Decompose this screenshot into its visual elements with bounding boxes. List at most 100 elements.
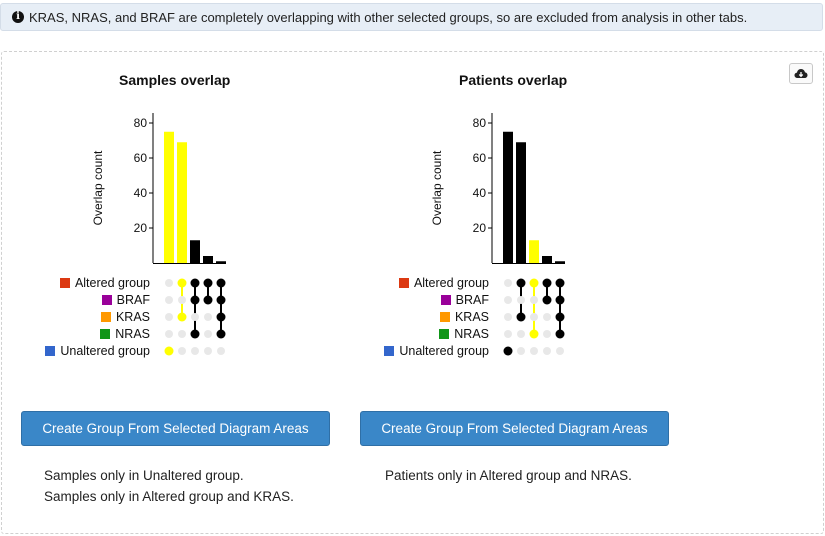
bar xyxy=(203,256,213,263)
cloud-download-icon xyxy=(794,69,808,78)
set-dot-active xyxy=(216,278,226,288)
bar xyxy=(503,131,513,263)
set-dot-active xyxy=(555,329,565,339)
set-label: Unaltered group xyxy=(399,344,489,358)
selection-line: Samples only in Unaltered group. xyxy=(44,468,244,483)
y-tick-label: 20 xyxy=(473,221,487,235)
set-dot-active xyxy=(190,278,200,288)
set-dot-inactive xyxy=(165,313,173,321)
selection-summary-patients: Patients only in Altered group and NRAS. xyxy=(385,465,632,486)
bar xyxy=(164,131,174,263)
set-dot-inactive xyxy=(178,347,186,355)
set-dot-active xyxy=(164,346,174,356)
set-label-row: Unaltered group xyxy=(30,343,150,359)
set-label: BRAF xyxy=(116,293,150,307)
info-banner-text: KRAS, NRAS, and BRAF are completely over… xyxy=(29,9,748,25)
set-color-swatch xyxy=(384,346,395,356)
set-dot-inactive xyxy=(517,296,525,304)
selection-line: Samples only in Altered group and KRAS. xyxy=(44,489,294,504)
set-dot-inactive xyxy=(504,279,512,287)
set-dot-active xyxy=(177,278,187,288)
set-label-row: KRAS xyxy=(369,309,489,325)
set-dot-active xyxy=(177,312,187,322)
set-label-row: BRAF xyxy=(30,292,150,308)
y-tick-label: 20 xyxy=(134,221,148,235)
set-label-row: BRAF xyxy=(369,292,489,308)
bar xyxy=(177,142,187,263)
set-dot-inactive xyxy=(504,296,512,304)
set-label-row: Altered group xyxy=(369,275,489,291)
bar xyxy=(516,142,526,263)
set-dot-inactive xyxy=(530,347,538,355)
chart-title-patients: Patients overlap xyxy=(459,72,568,88)
set-dot-inactive xyxy=(178,330,186,338)
set-dot-active xyxy=(216,329,226,339)
set-dot-active xyxy=(216,295,226,305)
download-button[interactable] xyxy=(789,63,813,84)
set-dot-inactive xyxy=(217,347,225,355)
y-tick-label: 40 xyxy=(134,186,148,200)
set-label-row: Altered group xyxy=(30,275,150,291)
set-dot-inactive xyxy=(543,313,551,321)
y-tick-label: 80 xyxy=(134,116,148,130)
selection-summary-samples: Samples only in Unaltered group. Samples… xyxy=(44,465,294,507)
set-color-swatch xyxy=(100,329,111,339)
set-label: NRAS xyxy=(454,327,489,341)
set-dot-inactive xyxy=(530,313,538,321)
set-dot-inactive xyxy=(165,296,173,304)
set-color-swatch xyxy=(59,278,70,288)
set-dot-inactive xyxy=(504,330,512,338)
create-group-button-patients[interactable]: Create Group From Selected Diagram Areas xyxy=(360,411,669,446)
set-dot-active xyxy=(542,278,552,288)
set-color-swatch xyxy=(45,346,56,356)
set-dot-active xyxy=(190,329,200,339)
set-dot-active xyxy=(190,295,200,305)
y-tick-label: 60 xyxy=(134,151,148,165)
set-color-swatch xyxy=(440,295,451,305)
y-tick-label: 80 xyxy=(473,116,487,130)
set-dot-active xyxy=(203,295,213,305)
set-dot-active xyxy=(555,312,565,322)
set-label: KRAS xyxy=(454,310,489,324)
set-dot-inactive xyxy=(556,347,564,355)
set-color-swatch xyxy=(398,278,409,288)
set-dot-inactive xyxy=(530,296,538,304)
y-axis-label: Overlap count xyxy=(430,150,444,225)
set-label: Altered group xyxy=(413,276,489,290)
set-dot-inactive xyxy=(517,330,525,338)
set-dot-inactive xyxy=(504,313,512,321)
bar xyxy=(190,240,200,263)
set-dot-active xyxy=(555,278,565,288)
selection-line: Patients only in Altered group and NRAS. xyxy=(385,468,632,483)
set-dot-active xyxy=(516,278,526,288)
create-group-button-samples[interactable]: Create Group From Selected Diagram Areas xyxy=(21,411,330,446)
set-label: Unaltered group xyxy=(60,344,150,358)
set-dot-inactive xyxy=(191,313,199,321)
set-label: Altered group xyxy=(74,276,150,290)
chart-title-samples: Samples overlap xyxy=(119,72,231,88)
set-dot-active xyxy=(529,329,539,339)
set-dot-active xyxy=(555,295,565,305)
set-label: NRAS xyxy=(115,327,150,341)
set-dot-inactive xyxy=(204,347,212,355)
set-color-swatch xyxy=(439,329,450,339)
y-tick-label: 60 xyxy=(473,151,487,165)
bar xyxy=(216,261,226,263)
set-dot-inactive xyxy=(165,330,173,338)
set-label: KRAS xyxy=(115,310,150,324)
set-dot-inactive xyxy=(517,347,525,355)
set-dot-active xyxy=(203,278,213,288)
set-color-swatch xyxy=(101,295,112,305)
set-dot-inactive xyxy=(543,330,551,338)
set-color-swatch xyxy=(439,312,450,322)
set-dot-active xyxy=(216,312,226,322)
bar xyxy=(555,261,565,263)
bar xyxy=(542,256,552,263)
set-dot-inactive xyxy=(178,296,186,304)
set-dot-active xyxy=(503,346,513,356)
set-color-swatch xyxy=(100,312,111,322)
set-dot-active xyxy=(516,312,526,322)
set-dot-inactive xyxy=(191,347,199,355)
